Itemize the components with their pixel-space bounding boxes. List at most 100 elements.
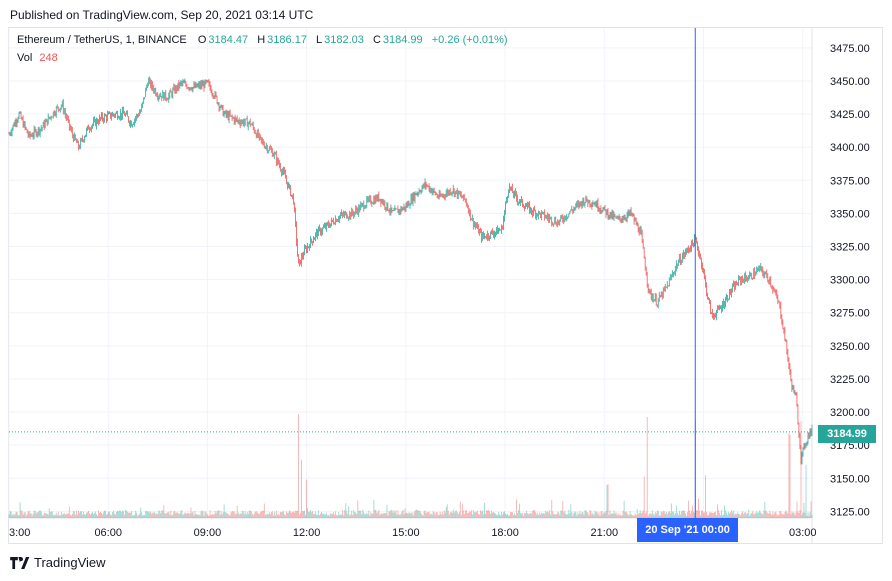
volume-bar — [47, 514, 49, 518]
volume-bar — [594, 510, 596, 518]
volume-bar — [720, 515, 722, 518]
volume-bar — [323, 513, 325, 518]
volume-bar — [582, 511, 584, 518]
volume-bar — [284, 515, 286, 518]
volume-bar — [615, 512, 617, 518]
volume-bar — [63, 513, 65, 518]
volume-bar — [505, 513, 506, 518]
volume-bar — [429, 514, 431, 518]
volume-bar — [526, 510, 528, 518]
volume-bar — [365, 514, 367, 518]
volume-bar — [732, 512, 734, 518]
y-tick-label: 3425.00 — [830, 109, 870, 121]
symbol-label[interactable]: Ethereum / TetherUS, 1, BINANCE — [17, 34, 187, 46]
volume-bar — [86, 512, 88, 518]
volume-bar — [31, 515, 33, 518]
volume-bar — [622, 510, 624, 518]
volume-bar — [712, 512, 714, 518]
volume-bar — [733, 510, 735, 518]
volume-bar — [291, 512, 292, 518]
open-value: 3184.47 — [208, 34, 249, 46]
tradingview-footer[interactable]: TradingView — [10, 555, 106, 570]
volume-bar — [240, 513, 242, 518]
volume-bar — [236, 505, 238, 518]
volume-bar — [134, 514, 136, 518]
volume-bar — [188, 513, 190, 518]
volume-bar — [677, 515, 679, 518]
volume-bar — [392, 512, 394, 518]
volume-bar — [155, 514, 157, 518]
volume-bar — [744, 512, 746, 518]
volume-bar — [71, 513, 73, 518]
volume-bar — [592, 512, 594, 518]
volume-bar — [351, 510, 353, 518]
volume-bar — [725, 510, 727, 518]
volume-bar — [737, 512, 739, 518]
close-value: 3184.99 — [382, 34, 423, 46]
volume-bar — [525, 513, 527, 518]
volume-bar — [39, 510, 41, 518]
volume-bar — [617, 512, 619, 518]
price-chart[interactable]: 3125.00 3150.00 3175.00 3200.00 3225.00 3250.… — [0, 0, 892, 545]
volume-bar — [368, 510, 370, 518]
volume-bar — [373, 500, 375, 518]
volume-bar — [23, 512, 25, 518]
volume-bar — [693, 511, 694, 518]
volume-bar — [405, 512, 407, 518]
volume-bar — [530, 512, 532, 518]
volume-bar — [326, 512, 328, 518]
volume-bar — [227, 513, 229, 518]
volume-bar — [46, 513, 48, 518]
volume-bar — [633, 515, 635, 518]
volume-bar — [778, 514, 780, 518]
volume-bar — [310, 510, 312, 518]
volume-bar — [533, 510, 535, 518]
volume-bar — [191, 512, 193, 518]
volume-bar — [186, 513, 188, 518]
volume-bar — [73, 511, 75, 518]
volume-bar — [699, 510, 700, 518]
volume-bar — [789, 434, 791, 518]
volume-bar — [58, 515, 60, 518]
volume-bar — [370, 512, 372, 518]
volume-bar — [568, 510, 570, 518]
volume-bar — [280, 512, 282, 518]
x-tick-label: 18:00 — [491, 527, 519, 539]
volume-bar — [247, 513, 249, 518]
volume-bar — [611, 513, 613, 518]
volume-bar — [52, 514, 54, 518]
volume-bar — [264, 514, 266, 518]
volume-bar — [285, 511, 287, 518]
volume-bar — [773, 514, 775, 518]
volume-bar — [316, 514, 318, 518]
volume-bar — [700, 515, 701, 518]
volume-bar — [515, 514, 517, 518]
volume-bar — [246, 511, 248, 518]
volume-bar — [462, 510, 464, 518]
volume-bar — [472, 510, 474, 518]
volume-bar — [176, 512, 178, 518]
volume-bar — [681, 510, 683, 518]
volume-bar — [143, 515, 145, 518]
volume-bar — [385, 513, 387, 518]
volume-bar — [245, 514, 247, 518]
volume-bar — [728, 511, 730, 518]
volume-bar — [226, 513, 228, 518]
volume-bar — [416, 509, 418, 518]
volume-bar — [311, 512, 313, 518]
volume-bar — [612, 513, 614, 518]
volume-bar — [41, 515, 43, 518]
volume-bar — [804, 512, 806, 518]
volume-bar — [431, 514, 433, 518]
volume-bar — [523, 515, 525, 518]
volume-bar — [579, 511, 581, 518]
volume-bar — [112, 512, 114, 518]
volume-bar — [790, 514, 792, 518]
volume-bar — [357, 500, 359, 518]
volume-bar — [626, 512, 628, 518]
volume-bar — [641, 512, 643, 518]
volume-bar — [489, 513, 491, 518]
volume-bar — [290, 511, 291, 518]
volume-bar — [21, 511, 23, 518]
volume-label[interactable]: Vol — [17, 52, 33, 64]
